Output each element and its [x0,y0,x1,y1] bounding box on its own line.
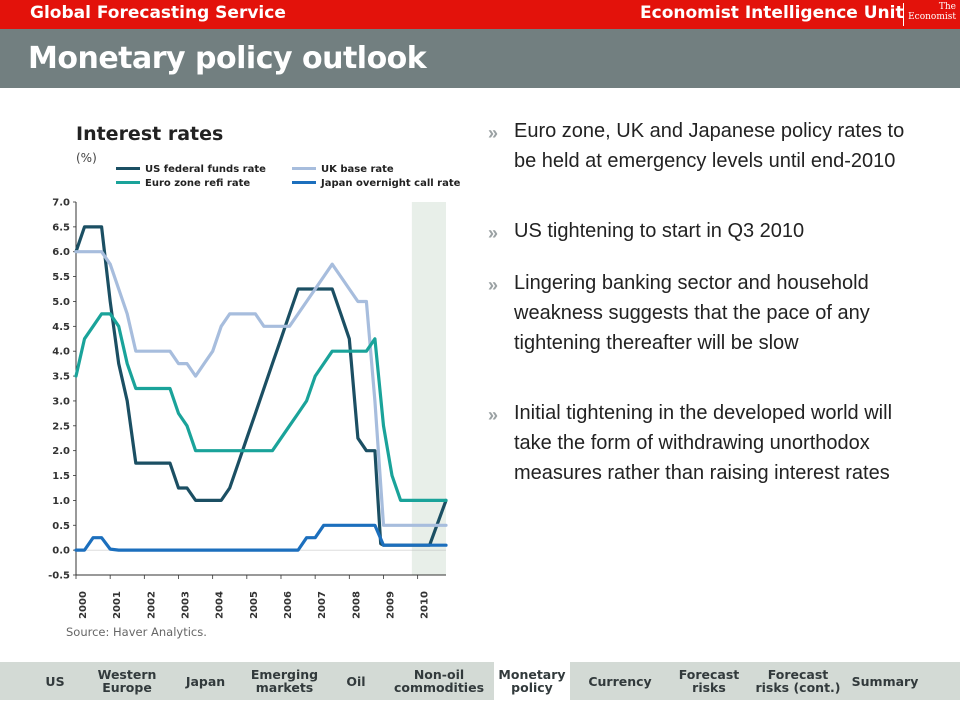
x-tick-label: 2010 [420,591,431,619]
y-tick-label: 3.0 [52,396,70,407]
brand-divider [903,3,904,26]
series-line-uk-base-rate [74,250,448,527]
x-tick-label: 2001 [112,591,123,619]
series-line-euro-zone-refi-rate [74,312,448,502]
nav-tab-label: Emerging markets [250,667,319,695]
interest-rates-chart: Interest rates (%) US federal funds rate… [30,110,460,650]
nav-tab-monetary-policy[interactable]: Monetary policy [494,661,570,701]
economist-logo: The Economist [908,2,956,22]
logo-line-1: The [938,2,956,12]
bullet-item: » US tightening to start in Q3 2010 [488,216,918,246]
x-tick-label: 2009 [385,591,396,619]
nav-tab-forecast-risks-cont[interactable]: Forecast risks (cont.) [752,662,844,700]
x-tick-label: 2008 [351,591,362,619]
footer-strip [0,700,960,720]
y-tick-label: 1.5 [52,471,70,482]
nav-tab-oil[interactable]: Oil [326,662,386,700]
nav-tab-non-oil-commodities[interactable]: Non-oil commodities [390,662,488,700]
x-tick-label: 2006 [283,591,294,619]
bullet-item: » Lingering banking sector and household… [488,268,918,358]
x-tick-label: 2003 [180,591,191,619]
chart-unit: (%) [76,151,97,165]
y-tick-label: 5.0 [52,297,70,308]
chevron-right-icon: » [488,223,499,243]
nav-tab-label: Japan [185,673,226,689]
x-tick-label: 2005 [249,591,260,619]
bullet-item: » Euro zone, UK and Japanese policy rate… [488,116,918,176]
y-tick-label: 7.0 [52,198,70,209]
nav-tab-summary[interactable]: Summary [846,662,924,700]
service-name: Global Forecasting Service [30,3,286,23]
nav-tab-western-europe[interactable]: Western Europe [92,662,162,700]
y-tick-label: 3.5 [52,372,70,383]
y-tick-label: 6.5 [52,222,70,233]
bullet-text: Lingering banking sector and household w… [514,272,870,354]
y-tick-label: 2.0 [52,446,70,457]
y-tick-label: 0.0 [52,546,70,557]
nav-tab-us[interactable]: US [20,662,90,700]
y-tick-label: 6.0 [52,247,70,258]
nav-tab-label: Currency [588,673,652,689]
page-title: Monetary policy outlook [28,41,427,76]
chart-source: Source: Haver Analytics. [66,625,207,639]
series-line-japan-overnight-call-rate [74,523,448,552]
nav-tab-label: Western Europe [97,667,157,695]
bullet-text: Euro zone, UK and Japanese policy rates … [514,120,905,172]
nav-tab-label: US [45,673,65,689]
nav-tab-label: Non-oil commodities [393,667,485,695]
bullet-list: » Euro zone, UK and Japanese policy rate… [488,116,918,488]
section-nav: US Western Europe Japan Emerging markets O… [0,661,960,701]
chevron-right-icon: » [488,405,499,425]
x-tick-label: 2004 [215,591,226,619]
nav-tab-label: Forecast risks (cont.) [755,667,841,695]
x-tick-label: 2002 [146,591,157,619]
bullet-text: Initial tightening in the developed worl… [514,402,893,484]
title-bar: Monetary policy outlook [0,29,960,88]
series-line-us-federal-funds-rate [74,225,448,547]
legend-label: Euro zone refi rate [145,178,250,189]
legend-label: Japan overnight call rate [320,178,460,189]
bullet-item: » Initial tightening in the developed wo… [488,398,918,488]
legend-label: US federal funds rate [145,164,266,175]
eiu-brand: Economist Intelligence Unit [640,3,904,23]
nav-tab-japan[interactable]: Japan [168,662,243,700]
top-banner: Global Forecasting Service Economist Int… [0,0,960,29]
chevron-right-icon: » [488,275,499,295]
y-tick-label: 4.0 [52,347,70,358]
chart-title: Interest rates [76,123,223,145]
nav-tab-label: Forecast risks [678,667,740,695]
x-tick-label: 2000 [78,591,89,619]
nav-tab-label: Monetary policy [498,667,566,695]
nav-tab-currency[interactable]: Currency [576,662,664,700]
y-tick-label: 1.0 [52,496,70,507]
legend-label: UK base rate [321,164,394,175]
chart-svg: Interest rates (%) US federal funds rate… [48,123,460,639]
y-tick-label: -0.5 [48,571,70,582]
nav-tab-emerging-markets[interactable]: Emerging markets [247,662,322,700]
chart-plot: 7.0 6.5 6.0 5.5 5.0 4.5 4.0 3.5 3.0 2.5 2.0 1.5 1.0 0… [48,198,448,619]
bullet-text: US tightening to start in Q3 2010 [514,220,805,242]
y-tick-label: 4.5 [52,322,70,333]
nav-tab-forecast-risks[interactable]: Forecast risks [668,662,750,700]
nav-tab-label: Oil [346,673,366,689]
chevron-right-icon: » [488,123,499,143]
nav-tab-label: Summary [851,673,919,689]
x-tick-label: 2007 [317,591,328,619]
y-tick-label: 2.5 [52,421,70,432]
chart-legend: US federal funds rate UK base rate Euro zo… [116,164,460,189]
y-tick-label: 0.5 [52,521,70,532]
y-tick-label: 5.5 [52,272,70,283]
logo-line-2: Economist [908,12,956,22]
